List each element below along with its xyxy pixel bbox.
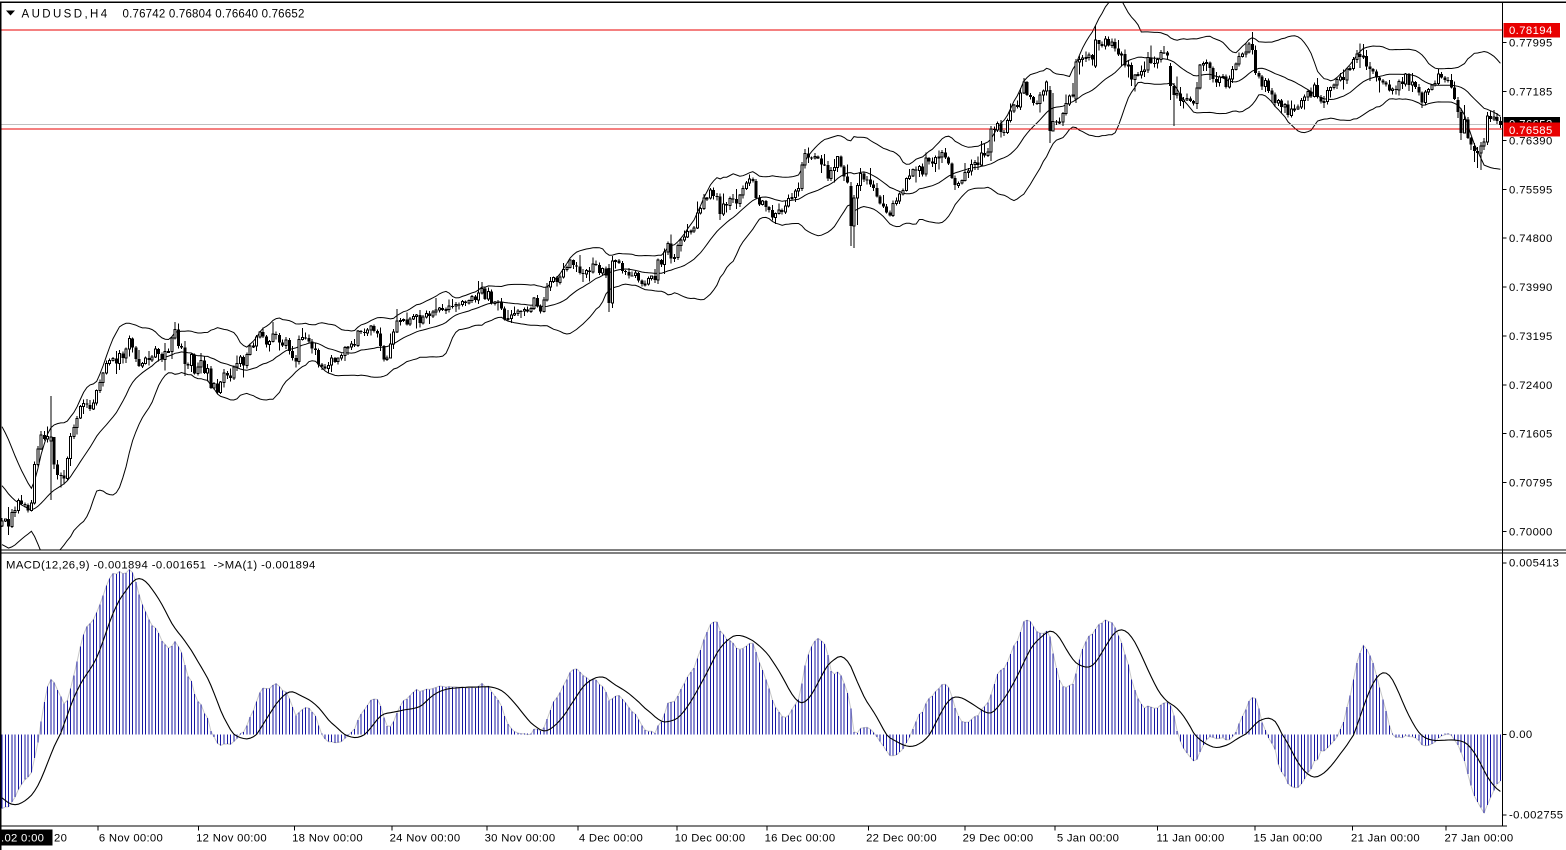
svg-text:5 Jan 00:00: 5 Jan 00:00: [1057, 833, 1119, 845]
svg-text:0.71605: 0.71605: [1509, 429, 1553, 441]
svg-text:30 Nov 00:00: 30 Nov 00:00: [485, 833, 556, 845]
svg-text:0.76585: 0.76585: [1509, 125, 1553, 137]
svg-text:AUDUSD,H4: AUDUSD,H4: [22, 8, 110, 20]
svg-text:29 Dec 00:00: 29 Dec 00:00: [963, 833, 1034, 845]
svg-text:21 Jan 00:00: 21 Jan 00:00: [1351, 833, 1420, 845]
svg-text:20: 20: [54, 833, 67, 845]
svg-text:0.005413: 0.005413: [1509, 558, 1559, 570]
svg-text:0.78194: 0.78194: [1509, 25, 1553, 37]
svg-text:18 Nov 00:00: 18 Nov 00:00: [292, 833, 363, 845]
svg-text:6 Nov 00:00: 6 Nov 00:00: [99, 833, 163, 845]
svg-text:0.77995: 0.77995: [1509, 38, 1553, 50]
svg-text:16 Dec 00:00: 16 Dec 00:00: [765, 833, 836, 845]
svg-text:0.77185: 0.77185: [1509, 87, 1553, 99]
svg-text:0.74800: 0.74800: [1509, 233, 1553, 245]
svg-text:MACD(12,26,9) -0.001894 -0.001: MACD(12,26,9) -0.001894 -0.001651 ->MA(1…: [6, 560, 316, 572]
svg-text:4 Dec 00:00: 4 Dec 00:00: [579, 833, 643, 845]
svg-text:10 Dec 00:00: 10 Dec 00:00: [675, 833, 746, 845]
svg-text:0.00: 0.00: [1509, 729, 1533, 741]
svg-text:.02 0:00: .02 0:00: [1, 833, 44, 845]
svg-text:12 Nov 00:00: 12 Nov 00:00: [196, 833, 267, 845]
svg-text:0.73990: 0.73990: [1509, 282, 1553, 294]
svg-text:0.72400: 0.72400: [1509, 380, 1553, 392]
svg-text:24 Nov 00:00: 24 Nov 00:00: [390, 833, 461, 845]
svg-text:22 Dec 00:00: 22 Dec 00:00: [866, 833, 937, 845]
svg-text:0.73195: 0.73195: [1509, 331, 1553, 343]
svg-text:0.76390: 0.76390: [1509, 136, 1553, 148]
svg-text:-0.002755: -0.002755: [1509, 810, 1563, 822]
svg-text:27 Jan 00:00: 27 Jan 00:00: [1445, 833, 1514, 845]
svg-text:11 Jan 00:00: 11 Jan 00:00: [1156, 833, 1224, 845]
svg-text:0.70795: 0.70795: [1509, 478, 1553, 490]
svg-text:0.76742 0.76804 0.76640 0.7665: 0.76742 0.76804 0.76640 0.76652: [123, 8, 305, 20]
svg-text:0.75595: 0.75595: [1509, 184, 1553, 196]
svg-text:0.70000: 0.70000: [1509, 526, 1553, 538]
svg-text:15 Jan 00:00: 15 Jan 00:00: [1254, 833, 1323, 845]
